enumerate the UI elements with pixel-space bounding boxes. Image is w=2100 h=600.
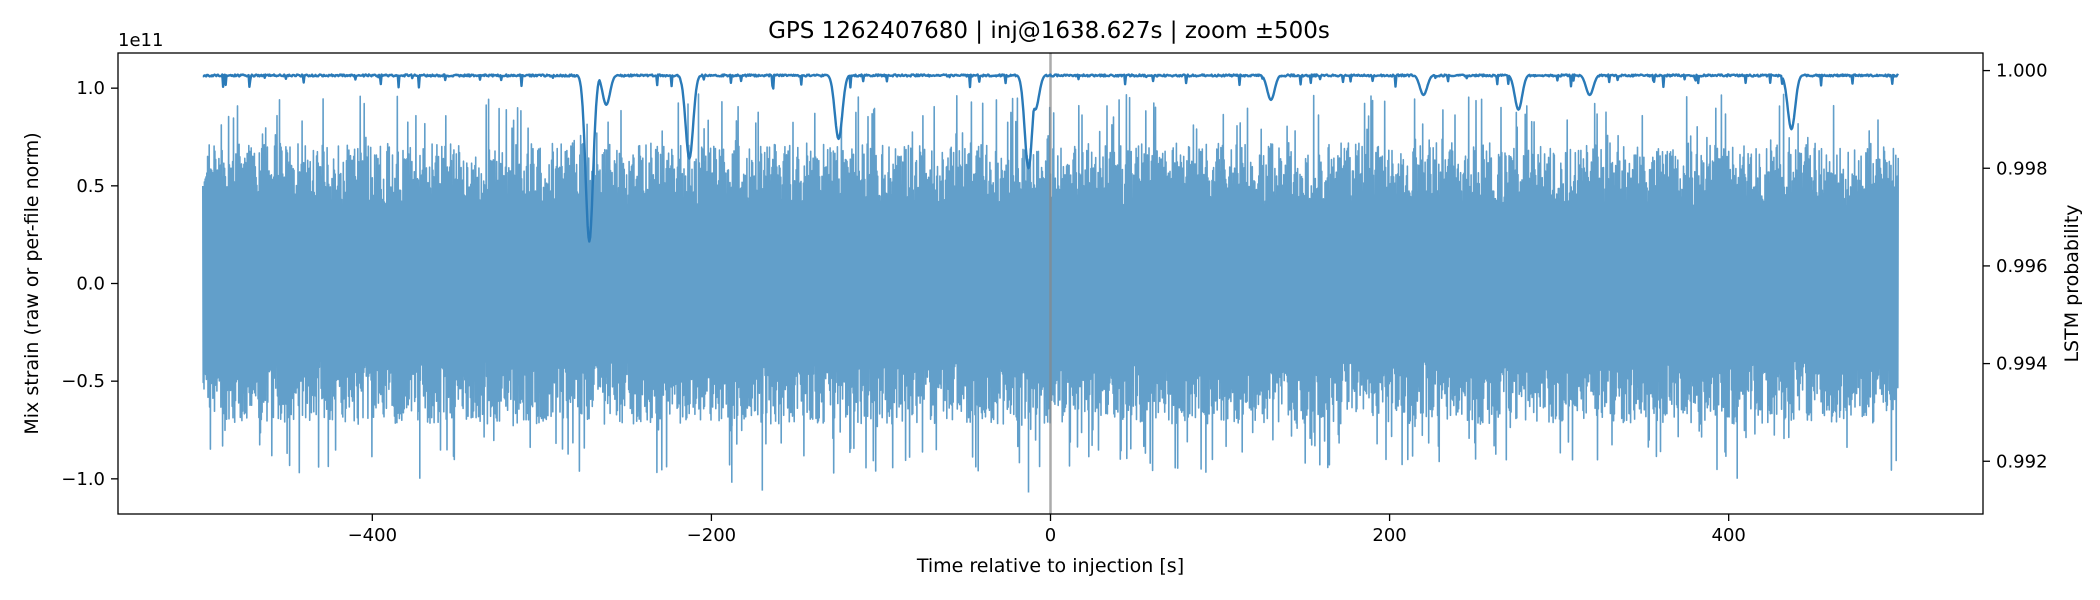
right-tick-label: 0.996 <box>1996 256 2048 277</box>
right-tick-label: 0.994 <box>1996 354 2048 375</box>
left-axis-offset-text: 1e11 <box>118 30 163 51</box>
x-tick-label: −400 <box>348 525 397 546</box>
axes-layer: −400 −200 0 200 400 1.0 0.5 0.0 −0.5 −1.0 1.000 0.9… <box>61 61 2047 546</box>
chart-title: GPS 1262407680 | inj@1638.627s | zoom ±5… <box>768 18 1330 44</box>
x-axis-title: Time relative to injection [s] <box>916 555 1184 577</box>
right-axis-title: LSTM probability <box>2061 204 2083 362</box>
left-tick-label: 0.0 <box>76 274 105 295</box>
x-tick-label: 200 <box>1372 525 1406 546</box>
left-axis-title: Mix strain (raw or per-file norm) <box>21 132 43 434</box>
left-tick-label: −1.0 <box>61 469 105 490</box>
x-tick-label: 0 <box>1045 525 1056 546</box>
right-tick-label: 0.992 <box>1996 451 2048 472</box>
left-tick-label: 0.5 <box>76 176 105 197</box>
series-lstm-probability <box>202 73 1900 243</box>
data-layer <box>202 53 1900 514</box>
left-tick-label: −0.5 <box>61 371 105 392</box>
x-tick-label: 400 <box>1712 525 1746 546</box>
right-tick-label: 1.000 <box>1996 61 2048 82</box>
left-tick-label: 1.0 <box>76 78 105 99</box>
x-tick-label: −200 <box>687 525 736 546</box>
right-tick-label: 0.998 <box>1996 158 2048 179</box>
